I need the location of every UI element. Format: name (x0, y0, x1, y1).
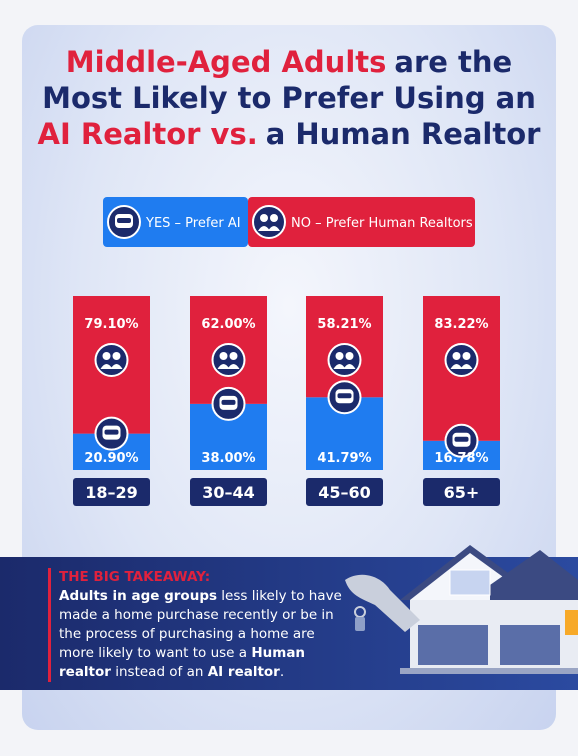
icon (112, 352, 121, 360)
legend-no-box (248, 197, 475, 247)
icon (110, 364, 123, 369)
title-part: a Human Realtor (266, 117, 541, 151)
icon (450, 364, 463, 369)
icon (335, 352, 344, 360)
x-tick-label: 65+ (444, 483, 480, 502)
title-line: Most Likely to Prefer Using an (42, 81, 536, 115)
icon (444, 343, 479, 377)
takeaway-run: . (279, 664, 285, 680)
icon (345, 352, 354, 360)
icon (462, 352, 471, 360)
icon (211, 343, 246, 377)
title-part: Middle-Aged Adults (66, 45, 387, 79)
x-tick-label: 18–29 (85, 483, 138, 502)
icon (219, 352, 228, 360)
icon (217, 364, 230, 369)
icon (100, 364, 113, 369)
takeaway-run: Human realtor (59, 645, 306, 680)
title-part: Most Likely to Prefer Using an (42, 81, 536, 115)
robot-hand (345, 574, 420, 632)
icon (343, 364, 356, 369)
category-box (306, 478, 383, 506)
icon (117, 218, 131, 223)
icon (333, 364, 346, 369)
legend-label: YES – Prefer AI (145, 216, 241, 231)
category-box (423, 478, 500, 506)
icon (258, 226, 270, 231)
value-label: 79.10% (84, 317, 138, 332)
value-label: 16.78% (434, 451, 488, 466)
legend-yes-box (103, 197, 248, 247)
icon (229, 352, 238, 360)
value-label: 38.00% (201, 451, 255, 466)
value-label: 62.00% (201, 317, 255, 332)
takeaway-run: less likely to have made a home purchase… (59, 588, 342, 661)
takeaway-run: AI realtor (207, 664, 280, 680)
takeaway-run: Adults in age groups (59, 588, 218, 604)
takeaway-heading: THE BIG TAKEAWAY: (59, 569, 211, 585)
house (400, 545, 578, 674)
title-part: AI Realtor vs. (38, 117, 258, 151)
icon (268, 226, 280, 231)
takeaway-text: Adults in age groups less likely to have… (59, 587, 349, 682)
legend-label: NO – Prefer Human Realtors (291, 216, 473, 231)
title-part: are the (394, 45, 512, 79)
takeaway-run: instead of an (110, 664, 208, 680)
icon (270, 214, 278, 222)
value-label: 58.21% (317, 317, 371, 332)
icon (327, 343, 362, 377)
icon (260, 214, 268, 222)
x-tick-label: 45–60 (318, 483, 371, 502)
icon (452, 352, 461, 360)
icon (221, 399, 236, 405)
takeaway: THE BIG TAKEAWAY: Adults in age groups l… (48, 568, 349, 682)
title-line: AI Realtor vs. a Human Realtor (38, 117, 542, 151)
value-label: 41.79% (317, 451, 371, 466)
icon (337, 393, 352, 399)
icon (94, 343, 129, 377)
title-line: Middle-Aged Adults are the (66, 45, 512, 79)
icon (104, 429, 119, 435)
category-box (73, 478, 150, 506)
icon (102, 352, 111, 360)
value-label: 20.90% (84, 451, 138, 466)
icon (460, 364, 473, 369)
value-label: 83.22% (434, 317, 488, 332)
x-tick-label: 30–44 (202, 483, 255, 502)
icon (227, 364, 240, 369)
icon (252, 205, 286, 239)
category-box (190, 478, 267, 506)
icon (454, 436, 469, 442)
